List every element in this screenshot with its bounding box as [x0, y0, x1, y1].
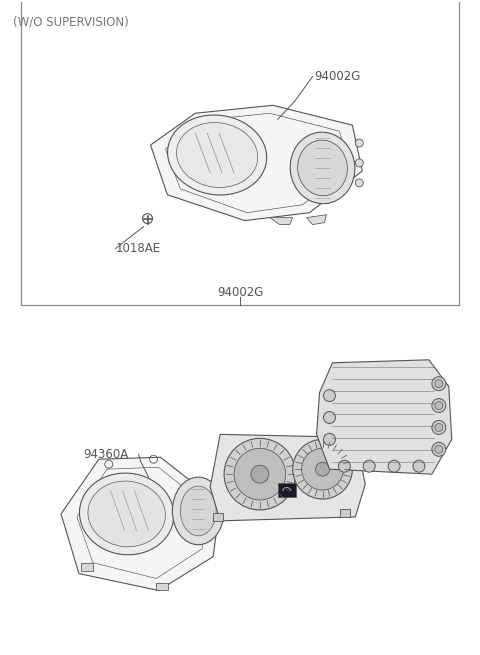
Bar: [213, 513, 223, 521]
Bar: [156, 582, 168, 590]
Circle shape: [413, 460, 425, 472]
Circle shape: [435, 380, 443, 388]
Polygon shape: [151, 105, 362, 221]
Ellipse shape: [224, 438, 296, 510]
Circle shape: [432, 442, 446, 457]
Ellipse shape: [80, 473, 174, 555]
Ellipse shape: [172, 477, 224, 545]
Circle shape: [251, 465, 269, 483]
Circle shape: [338, 460, 350, 472]
Text: (W/O SUPERVISION): (W/O SUPERVISION): [13, 16, 129, 29]
Ellipse shape: [234, 448, 286, 500]
Circle shape: [355, 179, 363, 187]
Circle shape: [435, 445, 443, 453]
Circle shape: [324, 411, 336, 423]
Ellipse shape: [290, 132, 355, 204]
Circle shape: [324, 390, 336, 402]
Polygon shape: [270, 217, 293, 225]
Text: 94002G: 94002G: [217, 286, 263, 299]
Ellipse shape: [301, 448, 343, 490]
Text: 1018AE: 1018AE: [116, 242, 161, 255]
Ellipse shape: [168, 115, 267, 195]
Bar: [81, 563, 93, 571]
Polygon shape: [316, 360, 452, 474]
Ellipse shape: [180, 486, 216, 536]
Bar: [340, 509, 350, 517]
Circle shape: [324, 434, 336, 445]
Polygon shape: [210, 434, 365, 521]
Bar: [21, 0, 459, 305]
Circle shape: [315, 462, 329, 476]
Circle shape: [432, 421, 446, 434]
Circle shape: [432, 377, 446, 390]
Ellipse shape: [177, 122, 258, 187]
Ellipse shape: [298, 140, 348, 196]
Circle shape: [355, 139, 363, 147]
Circle shape: [363, 460, 375, 472]
Ellipse shape: [293, 440, 352, 499]
Ellipse shape: [88, 481, 166, 547]
Polygon shape: [307, 215, 326, 225]
Circle shape: [432, 399, 446, 413]
Text: 94360A: 94360A: [83, 448, 128, 460]
Bar: [278, 483, 296, 497]
Circle shape: [355, 159, 363, 167]
Text: 94002G: 94002G: [314, 70, 361, 83]
Polygon shape: [61, 457, 220, 590]
Circle shape: [435, 402, 443, 409]
Circle shape: [435, 423, 443, 432]
Circle shape: [388, 460, 400, 472]
